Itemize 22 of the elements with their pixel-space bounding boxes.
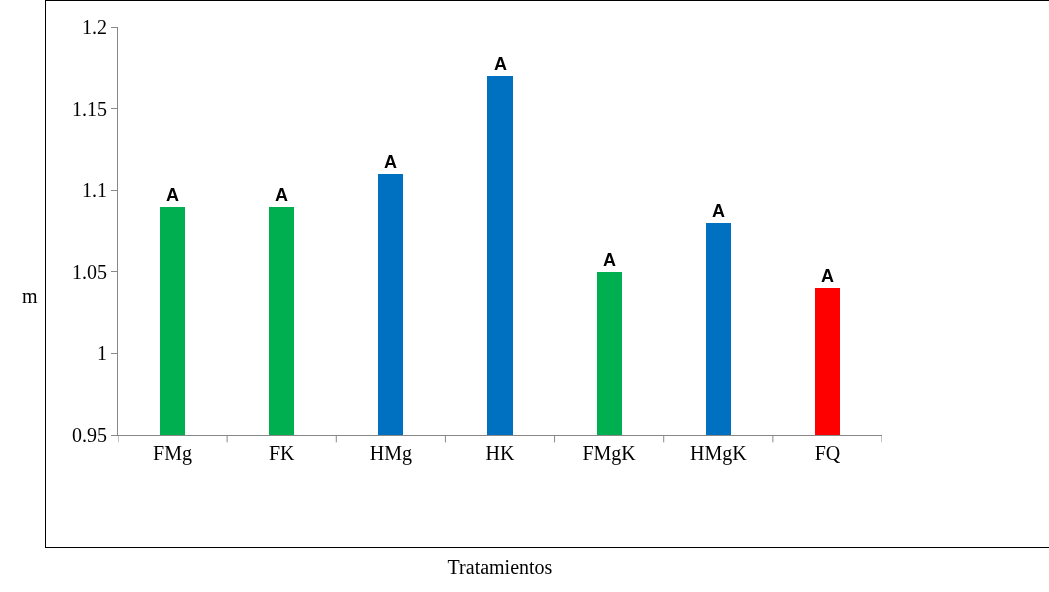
- y-tick-label: 1.05: [72, 260, 107, 283]
- x-tick-label: HMg: [369, 442, 412, 465]
- y-tick-label: 1.2: [82, 16, 107, 38]
- annotation: A: [494, 54, 507, 74]
- annotation: A: [166, 185, 179, 205]
- x-tick-label: FMg: [153, 442, 193, 465]
- y-tick-label: 1.15: [72, 97, 107, 120]
- x-tick-label: FMgK: [582, 442, 637, 465]
- x-axis-title: Tratamientos: [447, 555, 553, 578]
- x-tick-label: FQ: [814, 442, 841, 464]
- x-tick-label: HK: [485, 442, 515, 464]
- y-tick-label: 0.95: [72, 424, 107, 446]
- y-tick-label: 1.1: [82, 179, 107, 202]
- y-tick-label: 1: [97, 342, 107, 365]
- annotation: A: [821, 266, 834, 286]
- annotation: A: [384, 152, 397, 172]
- x-tick-label: HMgK: [689, 442, 748, 465]
- x-tick-label: FK: [268, 442, 296, 464]
- annotation: A: [712, 201, 725, 221]
- annotation: A: [275, 185, 288, 205]
- y-axis-title: m: [22, 285, 38, 307]
- annotation: A: [603, 250, 616, 270]
